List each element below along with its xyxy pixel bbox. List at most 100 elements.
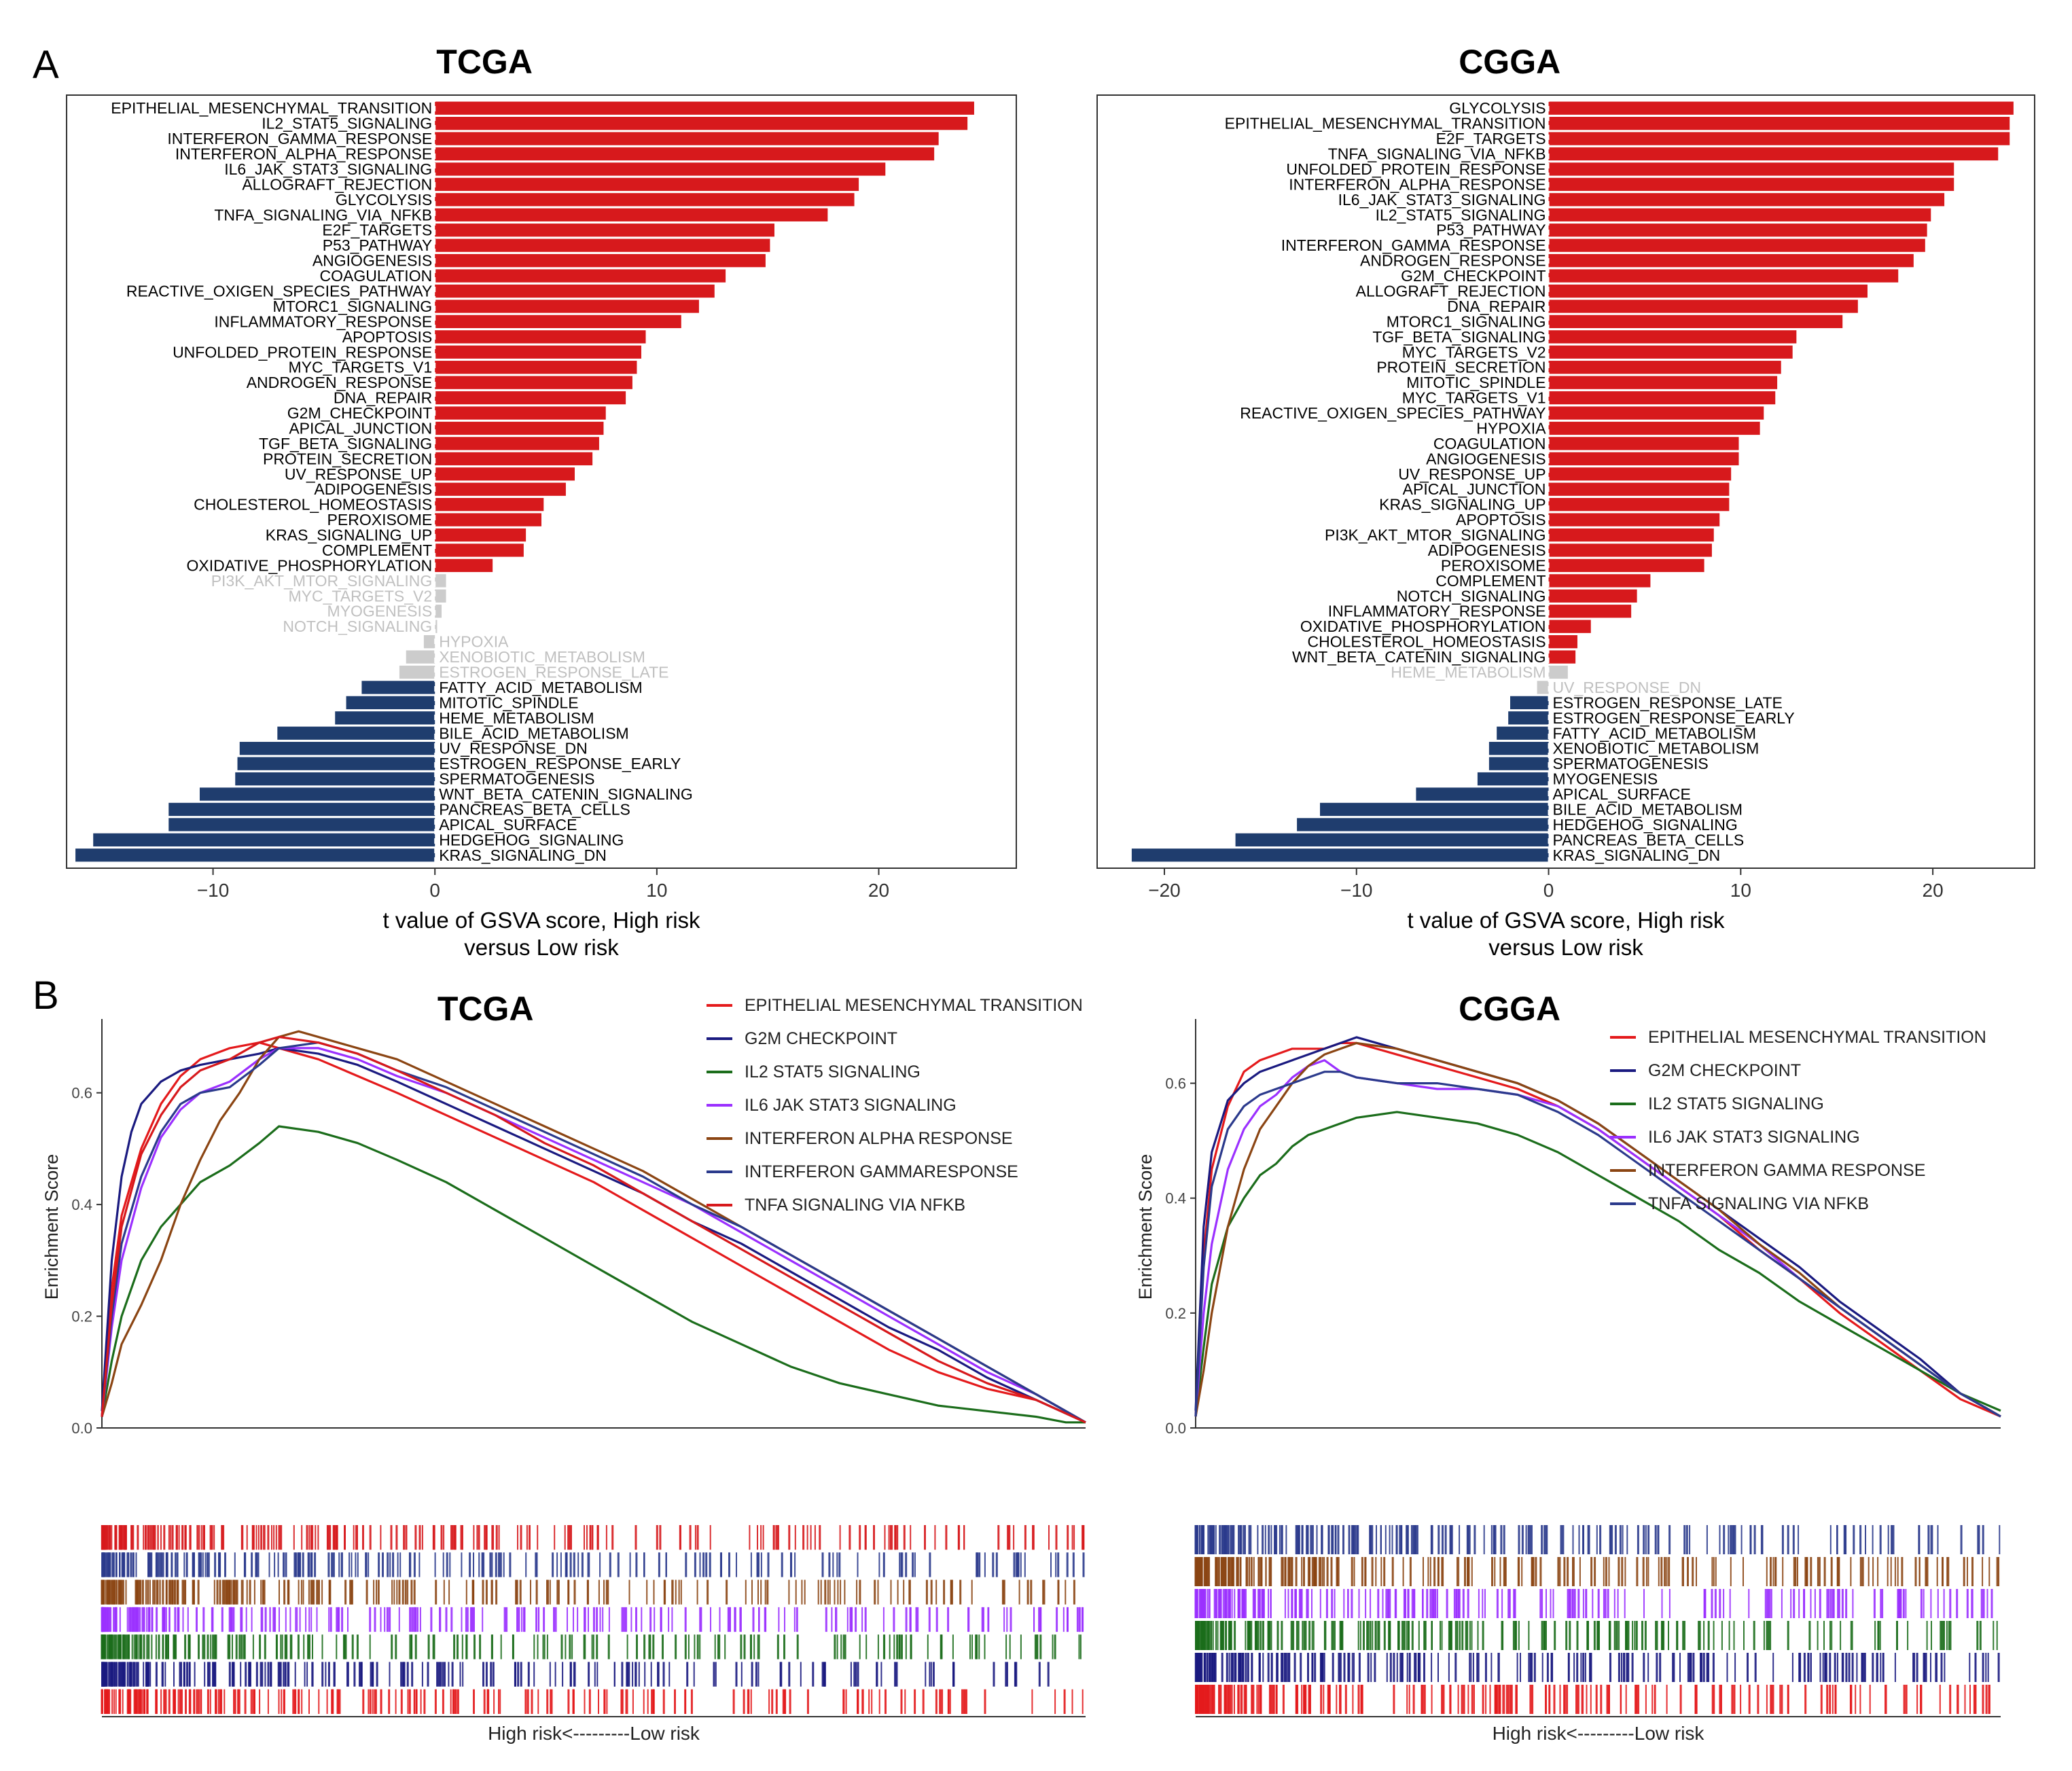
legend-label: G2M CHECKPOINT bbox=[1648, 1061, 1801, 1080]
bar bbox=[1548, 543, 1712, 557]
bar bbox=[1548, 208, 1931, 221]
legend-label: EPITHELIAL MESENCHYMAL TRANSITION bbox=[745, 996, 1083, 1015]
legend-label: IL6 JAK STAT3 SIGNALING bbox=[1648, 1128, 1860, 1147]
bar bbox=[1548, 665, 1568, 679]
bar-label: PANCREAS_BETA_CELLS bbox=[1553, 831, 1745, 848]
enrichment-curve bbox=[1194, 1071, 2001, 1418]
bar-label: SPERMATOGENESIS bbox=[1553, 755, 1709, 772]
bar-label: IL6_JAK_STAT3_SIGNALING bbox=[1338, 191, 1546, 209]
enrichment-curve bbox=[101, 1035, 1086, 1424]
bar bbox=[435, 361, 637, 374]
bar bbox=[435, 269, 726, 283]
bar-label: HEDGEHOG_SIGNALING bbox=[1553, 816, 1738, 834]
bar-label: ANGIOGENESIS bbox=[1426, 450, 1546, 467]
bar-label: DNA_REPAIR bbox=[1447, 298, 1546, 315]
bar bbox=[1488, 757, 1549, 770]
bar-label: APICAL_SURFACE bbox=[1553, 785, 1691, 803]
bar-label: ESTROGEN_RESPONSE_EARLY bbox=[1553, 709, 1795, 727]
bar-label: ANDROGEN_RESPONSE bbox=[1360, 252, 1546, 270]
bar-label: MTORC1_SIGNALING bbox=[1387, 312, 1546, 330]
bar bbox=[1548, 467, 1732, 481]
bar-label: MYOGENESIS bbox=[327, 603, 433, 620]
bar-label: PI3K_AKT_MTOR_SIGNALING bbox=[211, 572, 433, 590]
bar-label: MITOTIC_SPINDLE bbox=[1406, 374, 1546, 391]
bar bbox=[93, 833, 435, 846]
bar bbox=[435, 589, 446, 603]
enrichment-curve bbox=[101, 1041, 1086, 1424]
bar-label: ALLOGRAFT_REJECTION bbox=[242, 175, 432, 193]
bar-label: KRAS_SIGNALING_DN bbox=[1553, 846, 1721, 864]
bar-label: GLYCOLYSIS bbox=[1449, 99, 1546, 117]
bar bbox=[1297, 818, 1549, 831]
chart-title: CGGA bbox=[1459, 43, 1560, 81]
x-axis-label: t value of GSVA score, High risk bbox=[382, 908, 700, 933]
x-tick-label: 10 bbox=[646, 880, 667, 901]
bar bbox=[1477, 772, 1549, 786]
bar bbox=[435, 513, 541, 526]
bar bbox=[1416, 787, 1549, 801]
bar-label: INTERFERON_GAMMA_RESPONSE bbox=[167, 130, 432, 147]
legend-label: TNFA SIGNALING VIA NFKB bbox=[745, 1196, 965, 1215]
bar bbox=[399, 665, 435, 679]
bar bbox=[1537, 681, 1549, 694]
bar-label: COMPLEMENT bbox=[1435, 572, 1546, 590]
bar-label: ESTROGEN_RESPONSE_LATE bbox=[439, 664, 668, 681]
bar bbox=[1548, 605, 1632, 618]
bar-label: COAGULATION bbox=[319, 267, 432, 285]
bar bbox=[1548, 452, 1739, 465]
bar-label: INTERFERON_GAMMA_RESPONSE bbox=[1281, 236, 1546, 254]
bar-label: APICAL_SURFACE bbox=[439, 816, 577, 834]
bar bbox=[435, 452, 593, 465]
bar bbox=[435, 605, 442, 618]
bar-label: UNFOLDED_PROTEIN_RESPONSE bbox=[173, 343, 432, 361]
x-tick-label: −10 bbox=[197, 880, 230, 901]
bar-label: UV_RESPONSE_DN bbox=[1553, 679, 1702, 696]
bar-label: UV_RESPONSE_UP bbox=[1398, 465, 1546, 483]
bar-label: TNFA_SIGNALING_VIA_NFKB bbox=[1328, 145, 1546, 163]
bar-label: GLYCOLYSIS bbox=[336, 191, 432, 209]
y-tick-label: 0.4 bbox=[1165, 1190, 1186, 1207]
bar-label: UV_RESPONSE_UP bbox=[285, 465, 432, 483]
bar bbox=[1548, 223, 1927, 237]
bar bbox=[75, 848, 435, 862]
bar-label: MYC_TARGETS_V1 bbox=[288, 359, 432, 376]
x-axis-label-line2: versus Low risk bbox=[1488, 935, 1643, 960]
bar bbox=[1488, 742, 1549, 755]
bar bbox=[435, 437, 599, 450]
bar-label: MYC_TARGETS_V1 bbox=[1402, 389, 1546, 407]
bar-label: HYPOXIA bbox=[1476, 419, 1546, 437]
y-axis-label: Enrichment Score bbox=[1135, 1154, 1156, 1300]
bar bbox=[435, 162, 886, 176]
bar-label: CHOLESTEROL_HOMEOSTASIS bbox=[1308, 633, 1546, 651]
bar bbox=[435, 376, 632, 389]
bar-label: P53_PATHWAY bbox=[323, 236, 432, 254]
bar-label: PROTEIN_SECRETION bbox=[1376, 359, 1546, 376]
bar bbox=[435, 101, 974, 115]
legend-label: IL6 JAK STAT3 SIGNALING bbox=[745, 1096, 957, 1115]
y-tick-label: 0.6 bbox=[71, 1085, 92, 1102]
x-tick-label: −20 bbox=[1148, 880, 1181, 901]
enrichment-curve bbox=[101, 1041, 1086, 1424]
bar bbox=[435, 238, 770, 252]
x-tick-label: 20 bbox=[1923, 880, 1944, 901]
bar bbox=[335, 711, 435, 725]
x-axis-label-line2: versus Low risk bbox=[464, 935, 619, 960]
bar-label: XENOBIOTIC_METABOLISM bbox=[1553, 740, 1760, 757]
bar-label: REACTIVE_OXIGEN_SPECIES_PATHWAY bbox=[1240, 404, 1546, 422]
bar-label: PEROXISOME bbox=[1441, 556, 1546, 574]
bar-label: HEME_METABOLISM bbox=[1391, 664, 1546, 681]
bar bbox=[199, 787, 435, 801]
bar bbox=[1548, 117, 2010, 130]
bar bbox=[1548, 284, 1868, 298]
bar-label: ESTROGEN_RESPONSE_EARLY bbox=[439, 755, 681, 772]
bar bbox=[435, 117, 968, 130]
bar bbox=[423, 634, 435, 649]
bar bbox=[435, 498, 544, 512]
bar bbox=[435, 177, 859, 192]
bar bbox=[1548, 300, 1858, 313]
bar-label: TNFA_SIGNALING_VIA_NFKB bbox=[214, 206, 432, 223]
legend-label: EPITHELIAL MESENCHYMAL TRANSITION bbox=[1648, 1028, 1986, 1047]
enrichment-curve bbox=[101, 1047, 1086, 1424]
bar-label: WNT_BETA_CATENIN_SIGNALING bbox=[1292, 648, 1546, 666]
